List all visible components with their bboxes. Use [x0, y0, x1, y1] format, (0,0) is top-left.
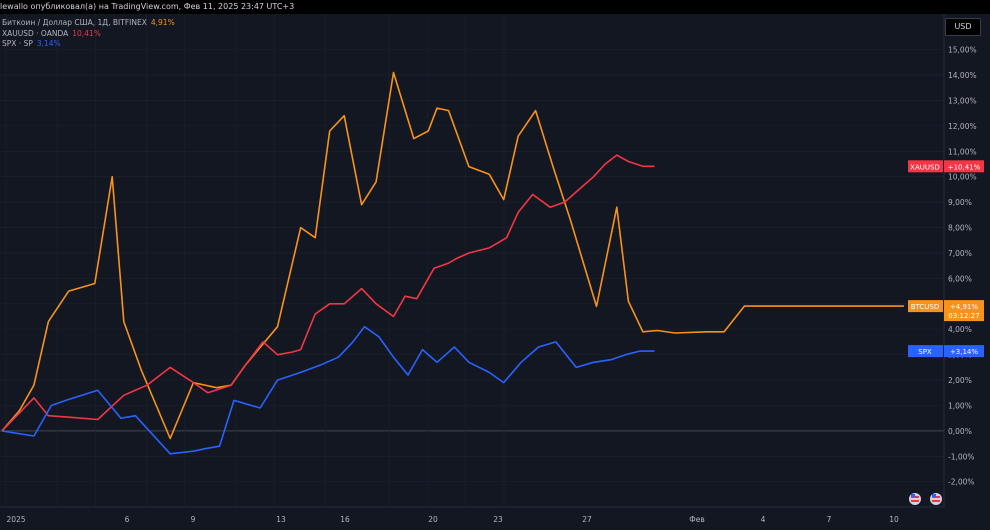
comparison-chart[interactable]: 15,00% 14,00% 13,00% 12,00% 11,00% 10,00% 9,00…: [0, 14, 990, 530]
price-label-spx-name-bg: [908, 345, 943, 358]
series-lines: [1, 71, 904, 455]
y-tick-label: 9,00%: [948, 198, 972, 207]
legend-btc-name: Биткоин / Доллар США, 1Д, BITFINEX: [2, 18, 147, 27]
price-labels: XAUUSD +10,41% BTCUSD +4,91%03:12:27 SPX +3,1…: [908, 160, 984, 358]
y-tick-label: 8,00%: [948, 224, 972, 233]
y-tick-label: -1,00%: [948, 452, 975, 461]
price-label-btc-name-bg: [908, 300, 943, 313]
flag-icon-stripe: [911, 500, 919, 502]
chart-legend: Биткоин / Доллар США, 1Д, BITFINEX 4,91% …: [2, 18, 175, 50]
legend-spx-value: 3,14%: [36, 39, 61, 48]
x-tick-label: 2025: [6, 515, 25, 524]
chart-background: [0, 14, 990, 530]
y-tick-label: 14,00%: [948, 71, 977, 80]
price-label-btc: BTCUSD +4,91%03:12:27: [908, 300, 984, 322]
us-flag-event-icon[interactable]: [930, 493, 942, 505]
x-tick-label: 27: [582, 515, 592, 524]
price-label-xau-name-bg: [908, 160, 943, 173]
x-tick-label: 23: [493, 515, 503, 524]
legend-spx-name: SPX · SP: [2, 39, 33, 48]
flag-icon-canton: [911, 494, 915, 497]
legend-btc-value: 4,91%: [150, 18, 175, 27]
y-tick-label: 15,00%: [948, 46, 977, 55]
legend-xau-value: 10,41%: [72, 28, 101, 38]
price-label-xau-name: XAUUSD: [910, 163, 940, 171]
price-label-spx-name: SPX: [918, 348, 932, 356]
grid-lines: [0, 14, 944, 507]
flag-icon-stripe: [932, 500, 940, 502]
y-tick-label: 2,00%: [948, 376, 972, 385]
x-tick-label: 4: [761, 515, 766, 524]
x-tick-label: 10: [889, 515, 899, 524]
price-label-spx-value-bg: [944, 345, 984, 358]
series-line-spx: [1, 325, 655, 455]
series-line-btcusd: [1, 71, 904, 440]
price-label-xau-value: +10,41%: [948, 163, 981, 171]
flag-icon-canton: [932, 494, 936, 497]
price-label-xau-value-bg: [944, 160, 984, 173]
price-label-btc-countdown: 03:12:27: [948, 312, 979, 320]
legend-row-xau[interactable]: XAUUSD · OANDA 10,41%: [2, 29, 175, 40]
legend-row-btc[interactable]: Биткоин / Доллар США, 1Д, BITFINEX 4,91%: [2, 18, 175, 29]
y-tick-label: 11,00%: [948, 147, 977, 156]
price-label-spx: SPX +3,14%: [908, 345, 984, 358]
y-tick-label: -2,00%: [948, 478, 975, 487]
y-tick-label: 4,00%: [948, 325, 972, 334]
price-label-xau: XAUUSD +10,41%: [908, 160, 984, 173]
price-label-btc-value-bg: [944, 300, 984, 322]
y-tick-label: 7,00%: [948, 249, 972, 258]
y-tick-label: 1,00%: [948, 401, 972, 410]
x-tick-label: 6: [125, 515, 130, 524]
x-tick-label: 13: [276, 515, 286, 524]
x-tick-label: 16: [340, 515, 350, 524]
x-tick-label: 7: [827, 515, 832, 524]
y-tick-label: 0,00%: [948, 427, 972, 436]
x-tick-label: 20: [428, 515, 438, 524]
currency-button[interactable]: USD: [945, 18, 981, 36]
publish-header-text: lewallo опубликовал(а) на TradingView.co…: [0, 2, 295, 11]
time-scale[interactable]: 2025 6 9 13 16 20 23 27 Фев 4 7 10: [0, 506, 944, 524]
publish-header: lewallo опубликовал(а) на TradingView.co…: [0, 0, 990, 14]
y-tick-label: 13,00%: [948, 96, 977, 105]
us-flag-event-icon[interactable]: [909, 493, 921, 505]
price-label-btc-name: BTCUSD: [911, 303, 940, 311]
legend-row-spx[interactable]: SPX · SP 3,14%: [2, 39, 175, 50]
y-tick-label: 6,00%: [948, 274, 972, 283]
price-label-btc-value: +4,91%: [950, 303, 978, 311]
y-tick-label: 10,00%: [948, 173, 977, 182]
y-tick-label: 12,00%: [948, 122, 977, 131]
x-tick-label: 9: [191, 515, 196, 524]
event-flags: [909, 493, 942, 505]
x-tick-label: Фев: [689, 515, 705, 524]
price-label-spx-value: +3,14%: [950, 348, 978, 356]
legend-xau-name: XAUUSD · OANDA: [2, 28, 69, 38]
series-line-xauusd: [1, 154, 655, 432]
